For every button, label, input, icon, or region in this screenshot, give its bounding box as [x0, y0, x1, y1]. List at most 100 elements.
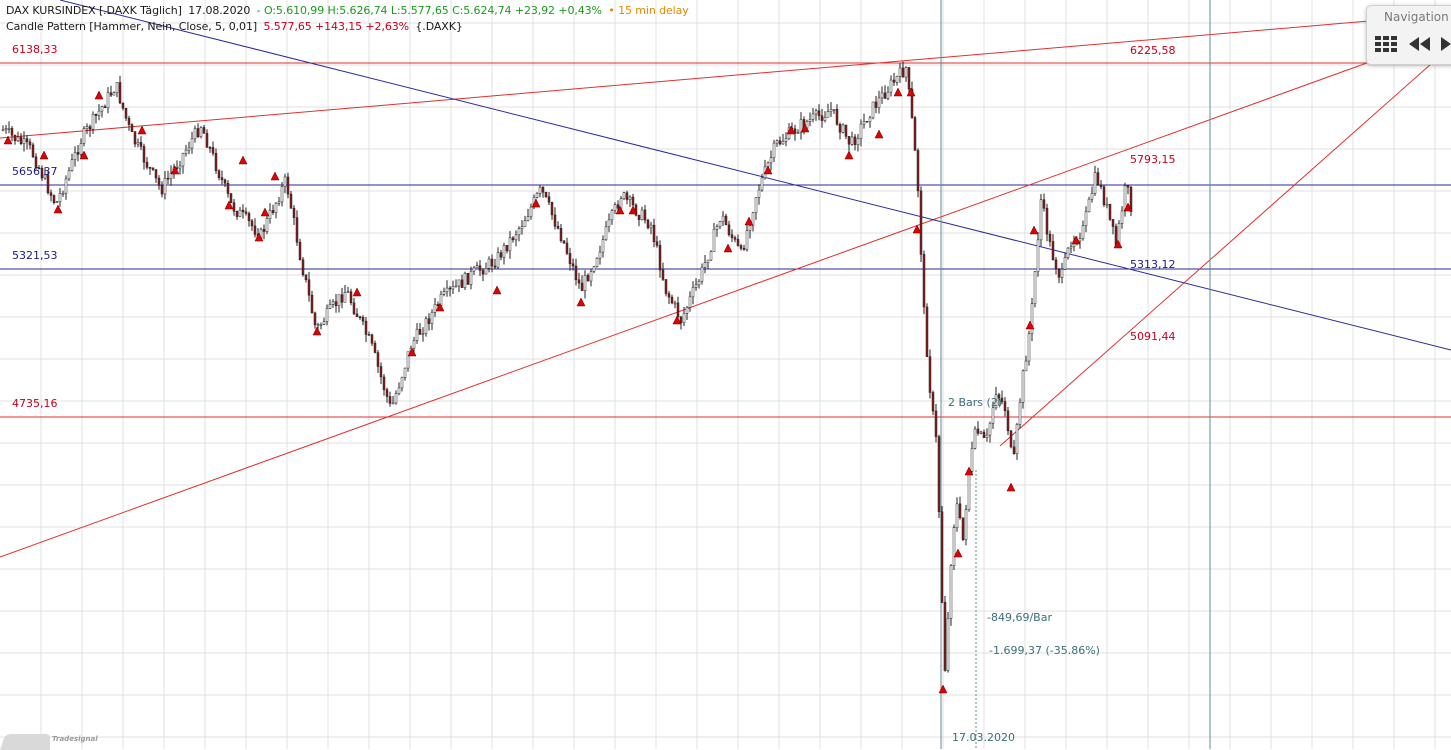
play-icon[interactable]	[1441, 37, 1451, 51]
candle-body	[832, 109, 836, 111]
hammer-marker[interactable]	[1071, 235, 1081, 245]
candle-body	[814, 110, 818, 115]
candle-body	[61, 192, 65, 195]
hammer-marker[interactable]	[1006, 482, 1016, 492]
candle-body	[82, 128, 86, 144]
grid-icon[interactable]	[1375, 36, 1397, 52]
hammer-marker[interactable]	[1113, 239, 1123, 249]
hammer-marker[interactable]	[628, 205, 638, 215]
hammer-marker[interactable]	[312, 326, 322, 336]
hammer-marker[interactable]	[435, 302, 445, 312]
candle-body	[976, 428, 980, 434]
hammer-marker[interactable]	[1025, 320, 1035, 330]
hammer-marker[interactable]	[893, 87, 903, 97]
hammer-marker[interactable]	[3, 135, 13, 145]
candle-body	[211, 147, 215, 154]
hammer-marker[interactable]	[53, 204, 63, 214]
hammer-marker[interactable]	[723, 243, 733, 253]
candle-body	[415, 328, 419, 341]
level-label-4735: 4735,16	[12, 397, 58, 410]
hammer-marker[interactable]	[938, 684, 948, 694]
hammer-marker[interactable]	[137, 125, 147, 135]
candle-body	[514, 234, 518, 241]
candle-body	[781, 141, 785, 145]
candle-body	[928, 356, 932, 393]
candle-body	[1027, 333, 1031, 362]
navigation-panel[interactable]: Navigation	[1366, 5, 1451, 65]
candle-body	[946, 618, 950, 671]
candle-body	[658, 245, 662, 271]
hammer-marker[interactable]	[79, 150, 89, 160]
rewind-icon[interactable]	[1409, 37, 1431, 51]
candle-body	[133, 131, 137, 145]
candle-body	[904, 67, 908, 78]
candle-body	[1111, 219, 1115, 227]
candle-body	[613, 204, 617, 211]
indicator-name: Candle Pattern [Hammer, Nein, Close, 5, …	[6, 20, 258, 33]
hammer-marker[interactable]	[170, 165, 180, 175]
hammer-marker[interactable]	[844, 150, 854, 160]
candle-body	[13, 134, 17, 142]
candle-body	[910, 88, 914, 118]
falling-trend-line[interactable]	[59, 0, 1451, 351]
candle-body	[625, 192, 629, 200]
candle-body	[505, 245, 509, 252]
candle-body	[925, 306, 929, 357]
candle-body	[121, 102, 125, 109]
hammer-marker[interactable]	[492, 285, 502, 295]
level-label-5793: 5793,15	[1130, 153, 1176, 166]
hammer-marker[interactable]	[744, 216, 754, 226]
candle-body	[370, 334, 374, 344]
candle-body	[601, 239, 605, 253]
candle-body	[559, 228, 563, 241]
hammer-marker[interactable]	[964, 466, 974, 476]
hammer-marker[interactable]	[906, 87, 916, 97]
candle-body	[274, 202, 278, 213]
candle-body	[463, 273, 467, 288]
candle-body	[214, 153, 218, 171]
hammer-marker[interactable]	[800, 123, 810, 133]
candle-body	[838, 124, 842, 133]
candle-body	[385, 389, 389, 397]
rising-trend-line-recovery[interactable]	[999, 63, 1432, 447]
hammer-marker[interactable]	[270, 171, 280, 181]
hammer-marker[interactable]	[763, 165, 773, 175]
candle-body	[1105, 203, 1109, 206]
hammer-marker[interactable]	[576, 297, 586, 307]
hammer-marker[interactable]	[1029, 225, 1039, 235]
candle-body	[43, 174, 47, 179]
candle-body	[784, 138, 788, 142]
candle-body	[433, 304, 437, 313]
hammer-marker[interactable]	[672, 315, 682, 325]
hammer-marker[interactable]	[912, 224, 922, 234]
hammer-marker[interactable]	[1123, 202, 1133, 212]
hammer-marker[interactable]	[352, 287, 362, 297]
hammer-marker[interactable]	[407, 347, 417, 357]
hammer-marker[interactable]	[260, 207, 270, 217]
candle-body	[1108, 203, 1112, 220]
hammer-marker[interactable]	[615, 205, 625, 215]
hammer-marker[interactable]	[39, 150, 49, 160]
candle-body	[1048, 233, 1052, 242]
hammer-marker[interactable]	[874, 129, 884, 139]
candle-body	[718, 221, 722, 227]
candle-body	[877, 97, 881, 108]
candle-body	[676, 302, 680, 318]
hammer-marker[interactable]	[953, 548, 963, 558]
hammer-marker[interactable]	[224, 200, 234, 210]
hammer-marker[interactable]	[94, 90, 104, 100]
candle-body	[151, 167, 155, 170]
indicator-symbol: {.DAXK}	[415, 20, 463, 33]
hammer-marker[interactable]	[254, 232, 264, 242]
candle-body	[190, 138, 194, 149]
candle-body	[400, 377, 404, 389]
hammer-marker[interactable]	[238, 155, 248, 165]
hammer-marker[interactable]	[786, 125, 796, 135]
candle-body	[52, 195, 56, 203]
candle-body	[73, 152, 77, 160]
candle-body	[682, 313, 686, 323]
hammer-marker[interactable]	[531, 198, 541, 208]
candle-body	[706, 259, 710, 263]
rising-trend-line-upper[interactable]	[0, 13, 1451, 139]
